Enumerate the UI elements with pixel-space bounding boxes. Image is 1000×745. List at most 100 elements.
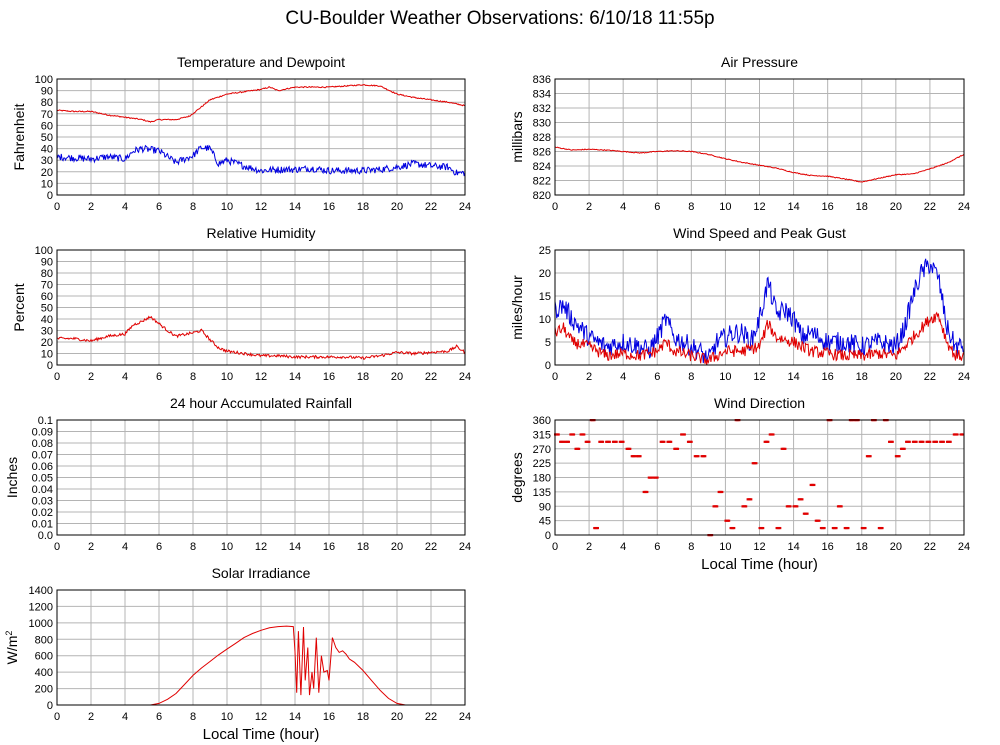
wind-direction-point	[836, 505, 840, 508]
y-tick-label: 836	[533, 74, 551, 86]
wind-direction-point	[847, 526, 850, 530]
x-tick-label: 4	[620, 541, 626, 553]
x-tick-label: 0	[552, 541, 558, 553]
wind-direction-point	[643, 490, 647, 494]
x-tick-label: 0	[54, 711, 60, 723]
wind-direction-point	[680, 433, 683, 436]
wind-direction-point	[700, 455, 703, 458]
wind-direction-point	[615, 440, 618, 443]
direction-frame	[554, 419, 965, 536]
wind-direction-point	[716, 505, 719, 508]
wind-direction-point	[768, 433, 771, 436]
wind-direction-point	[693, 455, 696, 458]
wind-direction-point	[942, 440, 945, 443]
wind-direction-point	[788, 505, 791, 508]
y-tick-label: 822	[533, 176, 551, 188]
wind-direction-point	[899, 447, 903, 450]
pressure-ylabel: millibars	[509, 111, 525, 162]
wind-direction-point	[861, 526, 865, 530]
rainfall-ylabel: Inches	[4, 457, 20, 498]
x-tick-label: 20	[391, 371, 403, 383]
wind-direction-point	[636, 455, 640, 458]
wind-direction-point	[724, 519, 727, 522]
wind-direction-point	[784, 447, 787, 450]
wind-direction-point	[729, 526, 732, 530]
y-tick-label: 10	[41, 178, 53, 190]
x-tick-label: 16	[323, 541, 335, 553]
wind-direction-point	[765, 440, 769, 443]
wind-direction-point	[683, 433, 686, 436]
wind-direction-point	[918, 440, 921, 443]
wind-direction-point	[898, 455, 901, 458]
y-tick-label: 20	[41, 337, 53, 349]
y-tick-label: 824	[533, 161, 551, 173]
x-tick-label: 0	[552, 201, 558, 213]
wind-direction-point	[911, 440, 915, 443]
wind-direction-point	[618, 440, 621, 443]
wind-direction-point	[614, 440, 617, 443]
wind-direction-point	[805, 512, 808, 515]
wind-direction-point	[579, 433, 582, 436]
wind-direction-point	[919, 440, 923, 443]
temperature-title: Temperature and Dewpoint	[177, 54, 345, 70]
wind-direction-point	[794, 505, 798, 508]
y-tick-label: 400	[35, 667, 53, 679]
x-tick-label: 2	[88, 371, 94, 383]
wind-direction-point	[949, 440, 952, 443]
wind-direction-point	[906, 440, 909, 443]
wind-direction-point	[627, 447, 631, 450]
wind-direction-point	[555, 433, 558, 436]
wind-direction-point	[626, 447, 629, 450]
x-tick-label: 6	[156, 711, 162, 723]
wind-direction-point	[567, 440, 571, 443]
y-tick-label: 0	[47, 360, 53, 372]
y-tick-label: 270	[533, 444, 551, 456]
wind-direction-point	[814, 519, 817, 522]
wind-direction-point	[940, 440, 943, 443]
x-tick-label: 10	[221, 371, 233, 383]
wind-direction-point	[662, 440, 665, 443]
y-tick-label: 70	[41, 109, 53, 121]
x-tick-label: 24	[958, 201, 970, 213]
wind-direction-point	[569, 433, 572, 436]
x-tick-label: 12	[753, 201, 765, 213]
x-tick-label: 14	[289, 541, 301, 553]
wind-direction-point	[915, 440, 918, 443]
x-tick-label: 4	[122, 371, 128, 383]
wind-direction-point	[863, 526, 866, 530]
pressure-frame	[554, 78, 965, 196]
y-tick-label: 834	[533, 89, 551, 101]
solar-title: Solar Irradiance	[212, 565, 311, 581]
y-tick-label: 0.06	[32, 461, 53, 473]
wind-direction-point	[718, 490, 721, 494]
wind-direction-point	[635, 455, 638, 458]
wind-direction-point	[762, 526, 765, 530]
wind-direction-point	[888, 440, 891, 443]
wind-direction-point	[812, 483, 815, 487]
wind-series-1-line	[554, 311, 965, 365]
wind-direction-point	[868, 455, 871, 458]
y-tick-label: 0	[47, 190, 53, 202]
wind-direction-point	[560, 440, 563, 443]
x-tick-label: 24	[459, 711, 471, 723]
x-tick-label: 18	[357, 541, 369, 553]
x-tick-label: 0	[54, 541, 60, 553]
wind-direction-point	[638, 455, 641, 458]
wind-direction-point	[642, 490, 645, 494]
wind-direction-point	[588, 440, 591, 443]
wind-direction-point	[595, 526, 598, 530]
wind-direction-point	[960, 433, 963, 436]
y-tick-label: 60	[41, 291, 53, 303]
wind-direction-point	[815, 519, 819, 522]
y-tick-label: 90	[539, 501, 551, 513]
y-tick-label: 25	[539, 245, 551, 257]
wind-direction-point	[697, 455, 700, 458]
direction-ylabel: degrees	[509, 452, 525, 503]
x-tick-label: 6	[156, 541, 162, 553]
y-tick-label: 0	[545, 530, 551, 542]
wind-direction-point	[932, 440, 935, 443]
y-tick-label: 45	[539, 516, 551, 528]
x-tick-label: 8	[190, 711, 196, 723]
